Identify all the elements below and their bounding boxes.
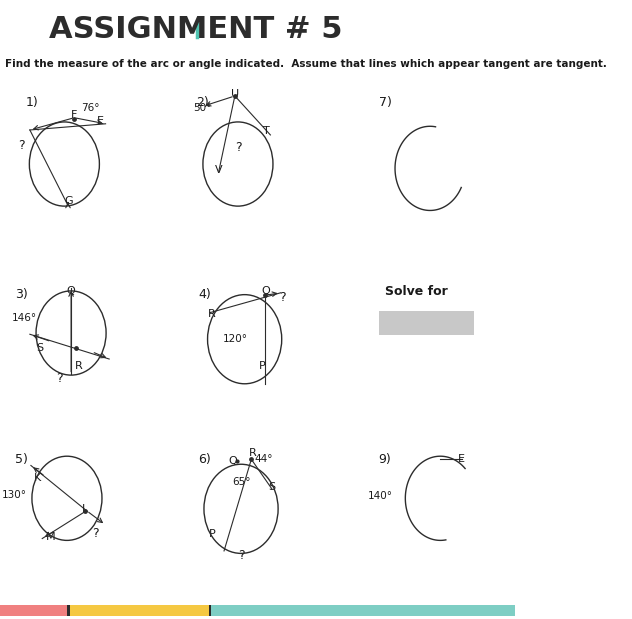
Text: K: K (34, 473, 41, 483)
Text: R: R (248, 448, 256, 458)
Point (260, 290, 270, 300)
Text: 130°: 130° (2, 490, 27, 500)
Text: R: R (209, 310, 216, 319)
Point (80, 506, 90, 516)
Text: R: R (75, 361, 82, 371)
Text: 1): 1) (26, 96, 39, 109)
Text: 146°: 146° (12, 313, 37, 322)
Text: F: F (70, 110, 77, 119)
Text: Find the measure of the arc or angle indicated.  Assume that lines which appear : Find the measure of the arc or angle ind… (5, 59, 607, 69)
FancyBboxPatch shape (67, 605, 70, 616)
FancyBboxPatch shape (379, 311, 474, 335)
Text: ?: ? (18, 139, 25, 152)
Text: ?: ? (56, 372, 63, 386)
Text: 50°: 50° (193, 103, 212, 113)
Text: L: L (82, 504, 88, 514)
Text: Q: Q (67, 286, 75, 296)
Text: 5): 5) (15, 453, 28, 466)
Text: T: T (263, 126, 270, 136)
Point (230, 91, 240, 101)
Text: 44°: 44° (255, 454, 273, 464)
Text: Q: Q (228, 456, 237, 466)
Text: 2): 2) (196, 96, 209, 109)
Text: 3): 3) (15, 288, 28, 301)
Text: P: P (209, 529, 216, 539)
Text: P: P (259, 361, 266, 371)
Text: 65°: 65° (232, 477, 250, 487)
Text: 7): 7) (379, 96, 391, 109)
Text: E: E (97, 116, 104, 126)
FancyBboxPatch shape (209, 605, 211, 616)
Text: 76°: 76° (81, 103, 99, 113)
Text: 140°: 140° (368, 491, 392, 501)
Text: ?: ? (279, 290, 286, 304)
Point (246, 454, 257, 464)
Text: 4): 4) (198, 288, 211, 301)
Text: G: G (64, 196, 73, 206)
FancyBboxPatch shape (0, 605, 67, 616)
Text: Q: Q (262, 286, 270, 296)
Text: 6): 6) (198, 453, 211, 466)
Text: Solve for: Solve for (386, 285, 448, 298)
Text: E: E (458, 454, 465, 464)
Text: ?: ? (92, 527, 99, 540)
FancyBboxPatch shape (70, 605, 209, 616)
Point (69, 114, 79, 124)
Text: S: S (269, 482, 276, 492)
Text: M: M (46, 532, 55, 542)
Point (71, 343, 82, 353)
Text: 9): 9) (379, 453, 391, 466)
Point (232, 456, 242, 466)
Text: U: U (231, 89, 239, 99)
Text: ?: ? (234, 141, 241, 154)
Text: V: V (214, 165, 222, 175)
Text: 120°: 120° (222, 334, 247, 344)
Text: ?: ? (238, 548, 245, 562)
Text: S: S (37, 343, 44, 353)
Text: ASSIGNMENT # 5: ASSIGNMENT # 5 (49, 15, 343, 45)
FancyBboxPatch shape (211, 605, 515, 616)
